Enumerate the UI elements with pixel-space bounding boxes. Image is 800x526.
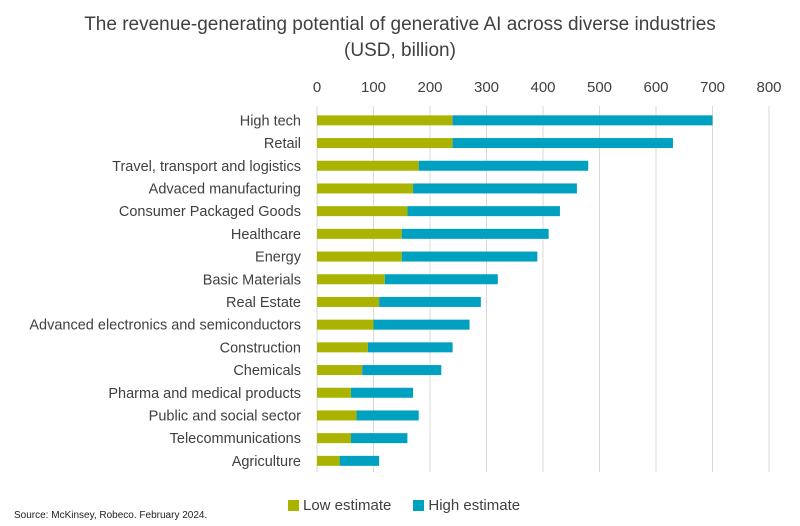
legend-item-low: Low estimate	[288, 497, 391, 514]
legend-label-low: Low estimate	[303, 497, 392, 514]
legend-swatch-high	[413, 500, 425, 511]
category-label: Agriculture	[232, 454, 301, 470]
bar-high-estimate	[339, 455, 380, 466]
bar-high-estimate	[401, 228, 549, 239]
bar-high-estimate	[373, 319, 470, 330]
bar-high-estimate	[401, 251, 538, 262]
bar-low-estimate	[317, 387, 351, 398]
legend-swatch-low	[288, 500, 299, 511]
category-label: Telecommunications	[170, 431, 301, 447]
bar-low-estimate	[317, 365, 363, 376]
category-label: High tech	[240, 113, 301, 129]
category-label: Healthcare	[231, 227, 301, 243]
chart-title: The revenue-generating potential of gene…	[0, 12, 800, 64]
bar-low-estimate	[317, 183, 414, 194]
bar-low-estimate	[317, 410, 357, 421]
x-tick-label: 700	[700, 79, 725, 96]
x-tick-label: 500	[587, 79, 612, 96]
x-tick-label: 0	[313, 79, 321, 96]
bar-low-estimate	[317, 251, 402, 262]
x-tick-label: 300	[474, 79, 499, 96]
category-label: Basic Materials	[203, 272, 301, 288]
bar-low-estimate	[317, 228, 402, 239]
bar-low-estimate	[317, 274, 385, 285]
category-label: Construction	[220, 340, 301, 356]
bar-low-estimate	[317, 160, 419, 171]
bar-high-estimate	[362, 365, 442, 376]
bar-high-estimate	[452, 138, 673, 149]
category-label: Chemicals	[233, 363, 301, 379]
x-tick-label: 400	[530, 79, 555, 96]
chart-title-main: The revenue-generating potential of gene…	[84, 14, 716, 35]
bar-low-estimate	[317, 433, 351, 444]
category-label: Energy	[255, 250, 302, 266]
bar-low-estimate	[317, 319, 374, 330]
bar-high-estimate	[418, 160, 589, 171]
category-label: Advaced manufacturing	[149, 181, 301, 197]
bar-high-estimate	[407, 206, 560, 217]
bar-high-estimate	[350, 433, 408, 444]
bar-high-estimate	[413, 183, 577, 194]
category-label: Pharma and medical products	[108, 386, 301, 402]
legend: Low estimate High estimate	[288, 497, 520, 514]
bar-high-estimate	[350, 387, 414, 398]
category-label: Consumer Packaged Goods	[119, 204, 301, 220]
legend-item-high: High estimate	[413, 497, 520, 514]
category-label: Public and social sector	[149, 408, 301, 424]
category-label: Real Estate	[226, 295, 301, 311]
x-tick-label: 200	[417, 79, 442, 96]
category-label: Travel, transport and logistics	[112, 159, 301, 175]
bar-low-estimate	[317, 296, 380, 307]
bars	[317, 115, 713, 466]
bar-high-estimate	[356, 410, 419, 421]
bar-high-estimate	[452, 115, 713, 126]
legend-label-high: High estimate	[428, 497, 521, 514]
bar-low-estimate	[317, 455, 340, 466]
chart-subtitle: (USD, billion)	[344, 40, 456, 61]
x-tick-label: 800	[756, 79, 781, 96]
x-axis-ticks: 0 100 200 300 400 500 600 700 800	[313, 79, 782, 96]
category-labels: High tech Retail Travel, transport and log…	[29, 113, 301, 470]
bar-low-estimate	[317, 138, 453, 149]
category-label: Retail	[264, 136, 301, 152]
x-tick-label: 100	[361, 79, 386, 96]
bar-low-estimate	[317, 342, 368, 353]
bar-high-estimate	[367, 342, 453, 353]
bar-high-estimate	[384, 274, 498, 285]
bar-low-estimate	[317, 115, 453, 126]
bar-high-estimate	[379, 296, 481, 307]
bar-low-estimate	[317, 206, 408, 217]
source-note: Source: McKinsey, Robeco. February 2024.	[14, 510, 208, 521]
category-label: Advanced electronics and semiconductors	[29, 318, 301, 334]
x-tick-label: 600	[643, 79, 668, 96]
